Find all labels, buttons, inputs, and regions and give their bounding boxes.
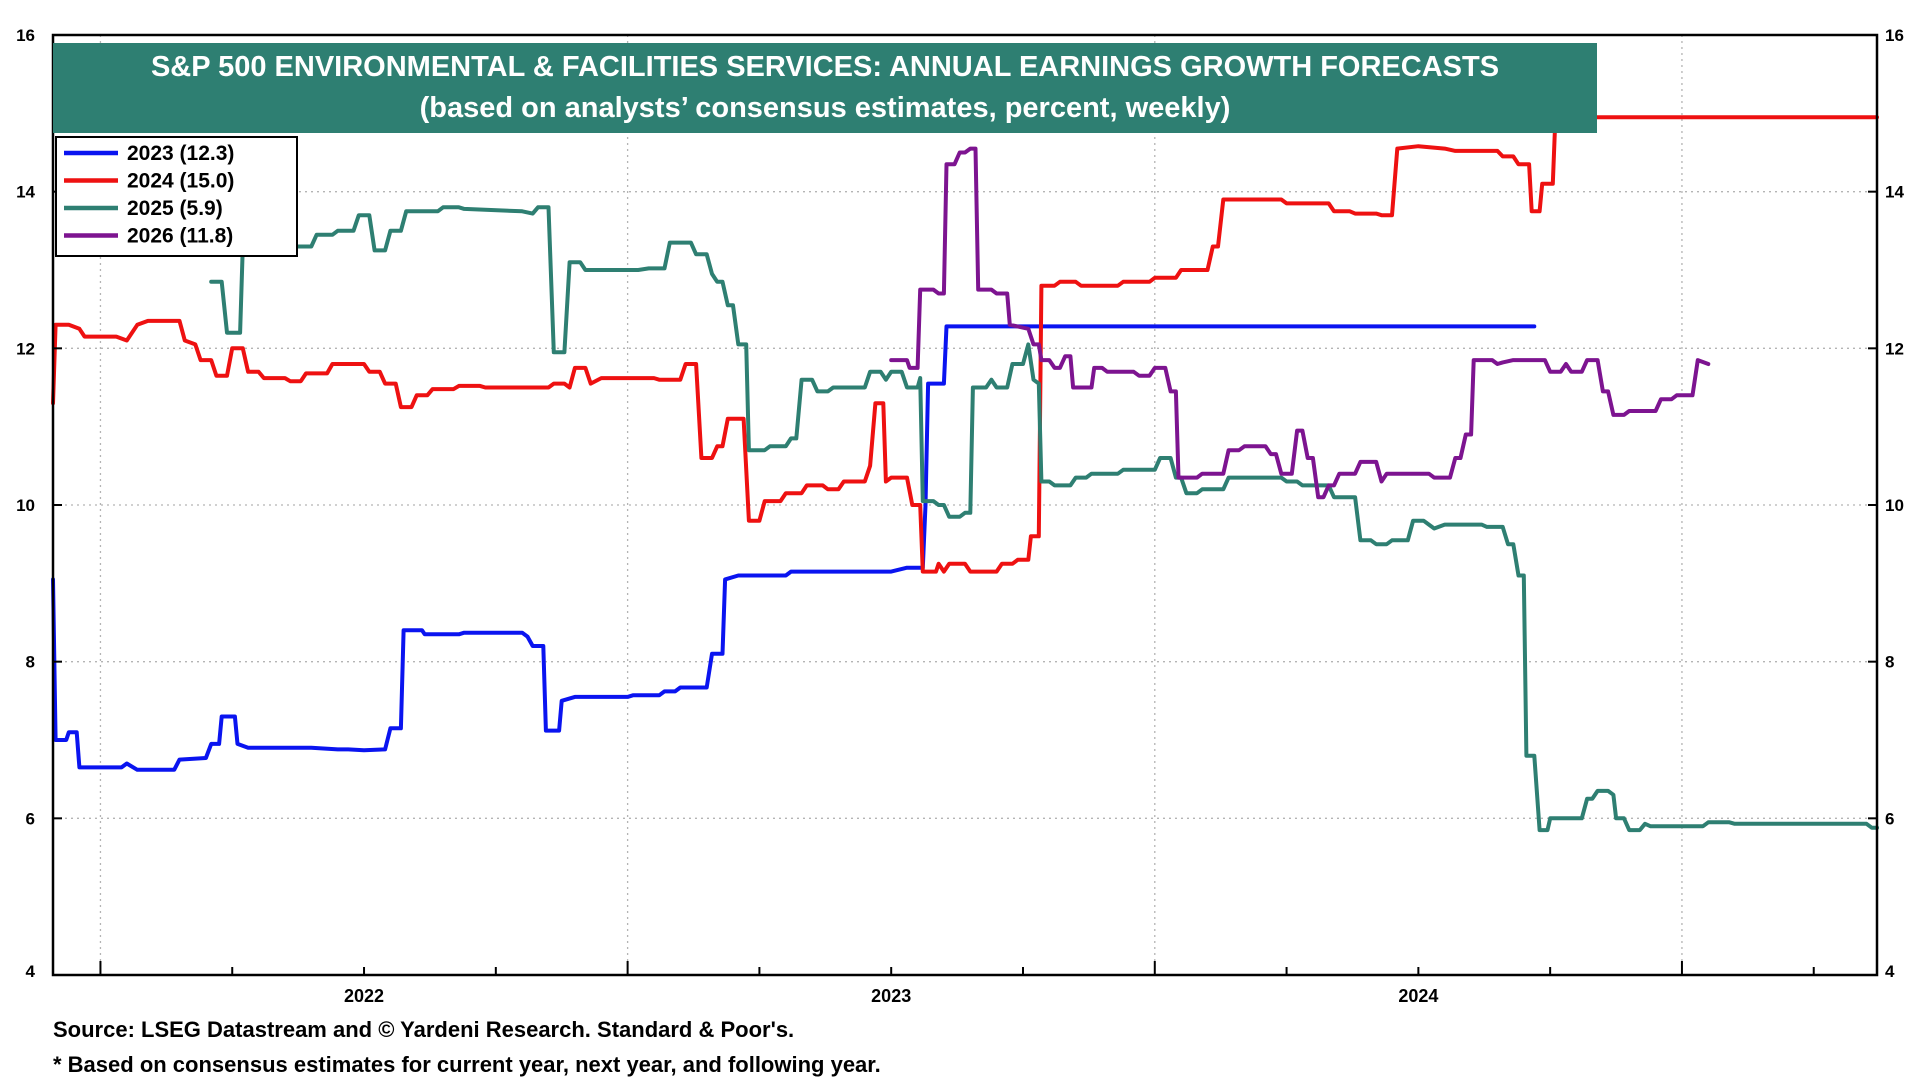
series-line-2026 (889, 146, 1711, 500)
y-tick-label-right: 6 (1885, 809, 1894, 828)
source-note: Source: LSEG Datastream and © Yardeni Re… (53, 1017, 795, 1042)
series-line-2023 (51, 324, 1537, 772)
y-tick-label-left: 10 (16, 496, 35, 515)
y-tick-label-left: 8 (26, 653, 35, 672)
y-tick-label-right: 4 (1885, 962, 1895, 981)
y-tick-label-right: 14 (1885, 183, 1904, 202)
y-tick-label-right: 12 (1885, 339, 1904, 358)
footnote: * Based on consensus estimates for curre… (53, 1052, 881, 1077)
chart-title-box: S&P 500 ENVIRONMENTAL & FACILITIES SERVI… (53, 43, 1597, 133)
legend-label: 2024 (15.0) (127, 170, 234, 193)
legend-label: 2026 (11.8) (127, 225, 233, 248)
x-tick-label: 2024 (1398, 986, 1438, 1006)
y-tick-label-left: 4 (26, 962, 36, 981)
y-tick-label-left: 12 (16, 339, 35, 358)
series-line-2024 (51, 115, 1879, 574)
y-tick-label-left: 16 (16, 26, 35, 45)
chart-subtitle: (based on analysts’ consensus estimates,… (420, 92, 1231, 124)
x-tick-label: 2022 (344, 986, 384, 1006)
chart-title-background (53, 43, 1597, 133)
legend: 2023 (12.3) 2024 (15.0) 2025 (5.9) 2026 (11… (55, 136, 298, 257)
y-tick-label-right: 10 (1885, 496, 1904, 515)
y-tick-label-left: 6 (26, 809, 35, 828)
axis-layer: 44668810101212141416162022202320242025 (16, 26, 1904, 1006)
y-tick-label-right: 8 (1885, 653, 1894, 672)
series-layer (51, 115, 1879, 833)
legend-label: 2023 (12.3) (127, 142, 234, 165)
y-tick-label-left: 14 (16, 183, 35, 202)
grid-layer (53, 35, 1877, 975)
series-line-2025 (209, 205, 1879, 833)
x-tick-label: 2023 (871, 986, 911, 1006)
y-tick-label-right: 16 (1885, 26, 1904, 45)
chart-title: S&P 500 ENVIRONMENTAL & FACILITIES SERVI… (151, 51, 1499, 83)
legend-label: 2025 (5.9) (127, 197, 223, 220)
